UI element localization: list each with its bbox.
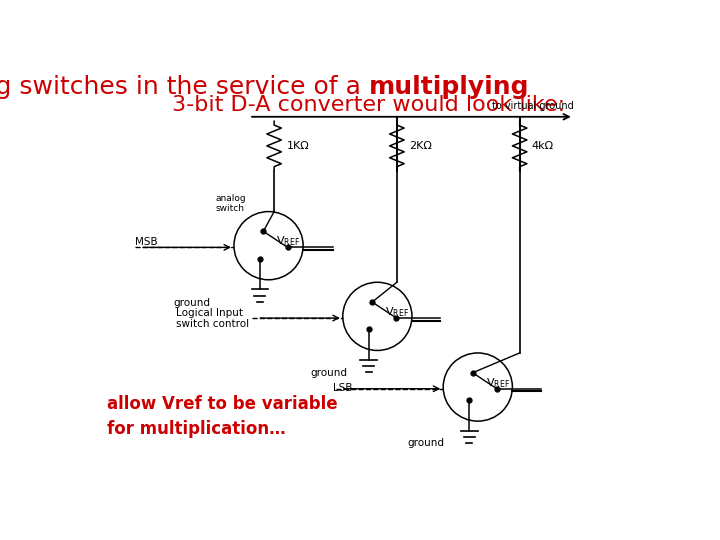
Text: 1KΩ: 1KΩ xyxy=(287,141,309,151)
Text: MSB: MSB xyxy=(135,237,157,247)
Text: 2KΩ: 2KΩ xyxy=(409,141,432,151)
Text: multiplying: multiplying xyxy=(369,75,529,99)
Text: Logical Input
switch control: Logical Input switch control xyxy=(176,308,250,329)
Text: V$_{\rm REF}$: V$_{\rm REF}$ xyxy=(485,376,510,389)
Text: allow Vref to be variable
for multiplication…: allow Vref to be variable for multiplica… xyxy=(107,395,338,437)
Text: analog
switch: analog switch xyxy=(215,194,246,213)
Text: 4kΩ: 4kΩ xyxy=(532,141,554,151)
Text: ground: ground xyxy=(174,298,211,308)
Text: V$_{\rm REF}$: V$_{\rm REF}$ xyxy=(385,305,409,319)
Text: 3-bit D-A converter would look like:: 3-bit D-A converter would look like: xyxy=(172,94,566,114)
Text: LSB: LSB xyxy=(333,383,352,393)
Text: Analog switches in the service of a: Analog switches in the service of a xyxy=(0,75,369,99)
Text: V$_{\rm REF}$: V$_{\rm REF}$ xyxy=(276,234,300,248)
Text: ground: ground xyxy=(310,368,348,377)
Text: ground: ground xyxy=(407,438,444,448)
Text: to virtual ground: to virtual ground xyxy=(492,102,574,111)
